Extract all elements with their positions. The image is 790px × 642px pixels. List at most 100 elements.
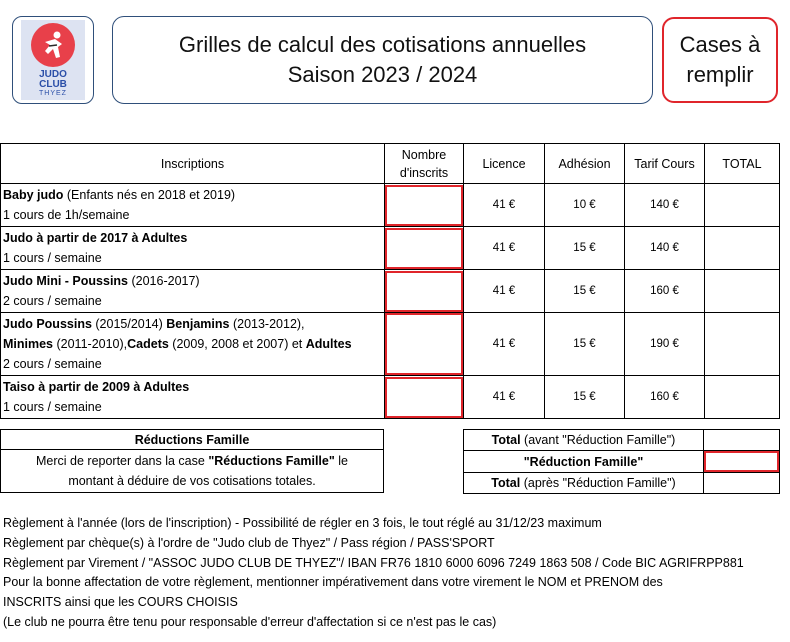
page-title: Grilles de calcul des cotisations annuel… [178, 32, 587, 57]
total-cell[interactable] [704, 226, 780, 270]
inscrits-input[interactable] [385, 184, 463, 226]
season-subtitle: Saison 2023 / 2024 [287, 62, 478, 87]
row-title-benjamins: Benjamins [166, 317, 230, 331]
reductions-text: Merci de reporter dans la case [36, 454, 209, 468]
total-after-label: Total (après "Réduction Famille") [463, 472, 704, 494]
logo-text-thyez: THYEZ [39, 90, 67, 97]
cases-legend-box: Cases à remplir [662, 17, 778, 103]
row-title-detail: (Enfants nés en 2018 et 2019) [63, 188, 236, 202]
table-row: Judo Poussins (2015/2014) Benjamins (201… [0, 312, 780, 376]
total-after-value[interactable] [703, 472, 780, 494]
inscrits-input[interactable] [385, 313, 463, 375]
total-before-value[interactable] [703, 429, 780, 451]
row-description: Judo Poussins (2015/2014) Benjamins (201… [0, 312, 385, 376]
table-header-row: Inscriptions Nombre d'inscrits Licence A… [0, 143, 780, 184]
col-header-adhesion: Adhésion [544, 143, 625, 184]
total-before-row: Total (avant "Réduction Famille") [463, 429, 780, 451]
total-cell[interactable] [704, 312, 780, 376]
totals-table: Total (avant "Réduction Famille") "Réduc… [463, 429, 780, 494]
row-title: Judo à partir de 2017 à Adultes [3, 231, 188, 245]
col-header-nombre-inscrits: Nombre d'inscrits [384, 143, 464, 184]
table-row: Judo Mini - Poussins (2016-2017) 2 cours… [0, 269, 780, 313]
row-title-detail: (2009, 2008 et 2007) et [168, 337, 306, 351]
total-before-label-bold: Total [491, 433, 521, 447]
col-header-inscriptions: Inscriptions [0, 143, 385, 184]
adhesion-value: 15 € [544, 312, 625, 376]
row-title-minimes: Minimes [3, 337, 54, 351]
row-schedule: 1 cours de 1h/semaine [3, 208, 130, 222]
total-before-label: Total (avant "Réduction Famille") [463, 429, 704, 451]
reductions-text-bold: "Réductions Famille" [208, 454, 335, 468]
row-title: Judo Poussins [3, 317, 92, 331]
total-cell[interactable] [704, 269, 780, 313]
inscrits-cell[interactable] [384, 226, 464, 270]
note-line: INSCRITS ainsi que les COURS CHOISIS [3, 595, 238, 610]
cases-legend-line2: remplir [686, 62, 754, 87]
inscrits-cell[interactable] [384, 183, 464, 227]
reductions-text: le montant à déduire de vos cotisations … [68, 454, 348, 488]
title-box: Grilles de calcul des cotisations annuel… [112, 16, 653, 104]
adhesion-value: 15 € [544, 375, 625, 419]
cases-legend-line1: Cases à [679, 32, 761, 57]
tarif-value: 190 € [624, 312, 705, 376]
licence-value: 41 € [463, 269, 545, 313]
reduction-row: "Réduction Famille" [463, 450, 780, 473]
reduction-label-bold: "Réduction Famille" [523, 454, 644, 469]
row-title-detail: (2013-2012), [229, 317, 305, 331]
note-line: Règlement par Virement / "ASSOC JUDO CLU… [3, 555, 744, 570]
licence-value: 41 € [463, 226, 545, 270]
total-cell[interactable] [704, 375, 780, 419]
inscrits-cell[interactable] [384, 269, 464, 313]
row-title-detail: (2015/2014) [91, 317, 167, 331]
logo-background: JUDO CLUB THYEZ [21, 20, 85, 100]
inscrits-input[interactable] [385, 270, 463, 312]
row-schedule: 1 cours / semaine [3, 400, 102, 414]
reductions-title: Réductions Famille [0, 429, 384, 450]
table-row: Baby judo (Enfants nés en 2018 et 2019) … [0, 183, 780, 227]
col-header-nombre-line2: d'inscrits [399, 165, 449, 180]
logo-text-club: CLUB [39, 79, 67, 90]
tarif-value: 160 € [624, 269, 705, 313]
row-schedule: 1 cours / semaine [3, 251, 102, 265]
tarif-value: 160 € [624, 375, 705, 419]
adhesion-value: 10 € [544, 183, 625, 227]
row-description: Taiso à partir de 2009 à Adultes 1 cours… [0, 375, 385, 419]
licence-value: 41 € [463, 375, 545, 419]
note-line: Règlement par chèque(s) à l'ordre de "Ju… [3, 535, 495, 550]
row-title-detail: (2011-2010), [53, 337, 128, 351]
inscrits-cell[interactable] [384, 375, 464, 419]
total-cell[interactable] [704, 183, 780, 227]
adhesion-value: 15 € [544, 226, 625, 270]
row-schedule: 2 cours / semaine [3, 357, 102, 371]
total-after-label-detail: (après "Réduction Famille") [520, 476, 676, 490]
inscrits-input[interactable] [385, 227, 463, 269]
row-description: Judo Mini - Poussins (2016-2017) 2 cours… [0, 269, 385, 313]
reduction-input[interactable] [704, 451, 779, 472]
adhesion-value: 15 € [544, 269, 625, 313]
reductions-famille-box: Réductions Famille Merci de reporter dan… [0, 429, 384, 493]
col-header-nombre-line1: Nombre [401, 147, 447, 162]
row-title-adultes: Adultes [305, 337, 352, 351]
judoka-icon [45, 31, 62, 58]
row-title-detail: (2016-2017) [128, 274, 200, 288]
row-description: Baby judo (Enfants nés en 2018 et 2019) … [0, 183, 385, 227]
payment-notes: Règlement à l'année (lors de l'inscripti… [3, 514, 783, 633]
note-line: (Le club ne pourra être tenu pour respon… [3, 614, 497, 629]
col-header-total: TOTAL [704, 143, 780, 184]
row-schedule: 2 cours / semaine [3, 294, 102, 308]
inscrits-input[interactable] [385, 376, 463, 418]
col-header-licence: Licence [463, 143, 545, 184]
total-before-label-detail: (avant "Réduction Famille") [520, 433, 676, 447]
total-after-row: Total (après "Réduction Famille") [463, 472, 780, 494]
logo-text-judo: JUDO [39, 69, 67, 80]
inscrits-cell[interactable] [384, 312, 464, 376]
note-line: Règlement à l'année (lors de l'inscripti… [3, 516, 602, 530]
inscriptions-table: Inscriptions Nombre d'inscrits Licence A… [0, 143, 780, 419]
row-title: Baby judo [3, 188, 64, 202]
row-description: Judo à partir de 2017 à Adultes 1 cours … [0, 226, 385, 270]
note-line: Pour la bonne affectation de votre règle… [3, 575, 663, 590]
row-title: Taiso à partir de 2009 à Adultes [3, 380, 190, 394]
table-row: Judo à partir de 2017 à Adultes 1 cours … [0, 226, 780, 270]
reduction-cell[interactable] [703, 450, 780, 473]
table-row: Taiso à partir de 2009 à Adultes 1 cours… [0, 375, 780, 419]
